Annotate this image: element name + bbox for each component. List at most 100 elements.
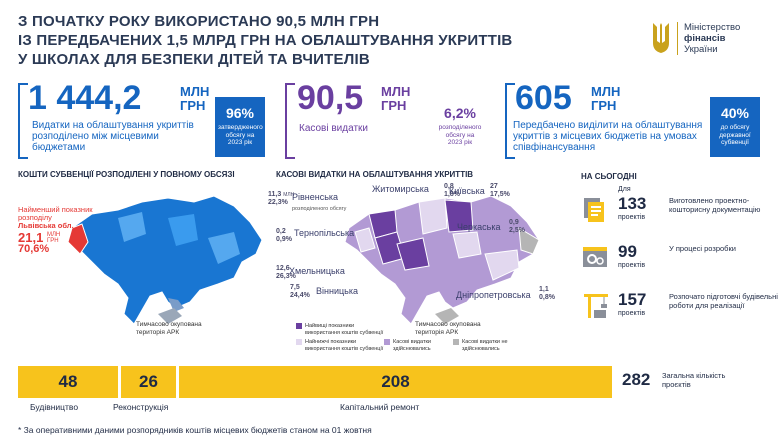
card-percent: 6,2% bbox=[444, 105, 476, 121]
card-bracket bbox=[285, 83, 295, 159]
crane-icon bbox=[584, 294, 608, 318]
status-number: 133 bbox=[618, 194, 647, 213]
map2-title: КАСОВІ ВИДАТКИ НА ОБЛАШТУВАННЯ УКРИТТІВ bbox=[276, 170, 474, 179]
vinnytsia-label: Вінницька bbox=[316, 286, 358, 296]
rivne-v1-unit: МЛН bbox=[283, 192, 295, 198]
ternopil-v1: 0,2 bbox=[276, 228, 286, 235]
khmelnytskyi-v2: 26,3% bbox=[276, 273, 296, 280]
map1-title: КОШТИ СУБВЕНЦІЇ РОЗПОДІЛЕНІ У ПОВНОМУ ОБ… bbox=[18, 170, 235, 179]
logo-line-2: фінансів bbox=[684, 32, 726, 44]
zhytomyr-values: 0,8 1,8% bbox=[444, 183, 460, 199]
dnipro-v1: 1,1 bbox=[539, 286, 549, 293]
gears-icon bbox=[583, 247, 607, 267]
legend-swatch bbox=[296, 339, 302, 345]
status-label: проектів bbox=[618, 214, 646, 221]
total-label-line-2: проєктів bbox=[662, 379, 691, 389]
card-percent-box: 40% до обсягу державної субвенції bbox=[710, 97, 760, 157]
cherkasy-v2: 2,5% bbox=[509, 227, 525, 234]
title-line-1: З ПОЧАТКУ РОКУ ВИКОРИСТАНО 90,5 МЛН ГРН bbox=[18, 13, 380, 30]
logo-text: Міністерство фінансів України bbox=[677, 21, 741, 55]
cherkasy-v1: 0,9 bbox=[509, 219, 519, 226]
dnipro-label: Дніпропетровська bbox=[456, 290, 531, 300]
status-title: НА СЬОГОДНІ bbox=[581, 172, 637, 181]
ministry-logo: Міністерство фінансів України bbox=[651, 18, 773, 58]
bar-label-capital-repair: Капітальний ремонт bbox=[340, 402, 420, 412]
footnote: * За оперативними даними розпорядників к… bbox=[18, 425, 372, 435]
bar-capital-repair: 208 bbox=[179, 366, 612, 398]
dnipro-values: 1,1 0,8% bbox=[539, 286, 555, 302]
card-allocated: 1 444,2 МЛН ГРН Видатки на облаштування … bbox=[18, 79, 273, 159]
legend-text-1: Касові видатки bbox=[393, 339, 431, 345]
ternopil-values: 0,2 0,9% bbox=[276, 228, 292, 244]
map1-value-unit: МЛН ГРН bbox=[47, 232, 61, 244]
page-title: З ПОЧАТКУ РОКУ ВИКОРИСТАНО 90,5 МЛН ГРН … bbox=[18, 12, 648, 69]
status-description: Виготовлено проектно-кошторисну документ… bbox=[669, 196, 761, 214]
logo-line-1: Міністерство bbox=[684, 21, 741, 33]
map1-region-name: Львівська обл. bbox=[18, 221, 74, 230]
status-item-construction: 157 проектів Розпочато підготовчі будіве… bbox=[580, 288, 778, 328]
vinnytsia-region bbox=[396, 237, 430, 271]
vinnytsia-v2: 24,4% bbox=[290, 292, 310, 299]
bar-label-reconstruction: Реконструкція bbox=[113, 402, 169, 412]
legend-swatch bbox=[384, 339, 390, 345]
legend-swatch bbox=[453, 339, 459, 345]
dnipro-region bbox=[484, 249, 520, 281]
map2-occupied-line-2: територія АРК bbox=[415, 328, 459, 336]
status-label: проектів bbox=[618, 262, 646, 269]
title-line-2: ІЗ ПЕРЕДБАЧЕНИХ 1,5 МЛРД ГРН НА ОБЛАШТУВ… bbox=[18, 32, 513, 49]
logo-line-3: України bbox=[684, 43, 718, 55]
map2-occupied-line-1: Тимчасово окупована bbox=[415, 321, 481, 328]
cherkasy-region bbox=[452, 231, 482, 259]
legend-text-2: використання коштів субвенції bbox=[305, 329, 384, 336]
trident-icon bbox=[653, 23, 669, 53]
card-percent: 40% bbox=[720, 105, 750, 121]
rivne-values: 11,3 МЛН 22,3% bbox=[268, 191, 294, 207]
card-unit-2: ГРН bbox=[180, 98, 206, 113]
dnipro-v2: 0,8% bbox=[539, 294, 555, 301]
card-percent-note: розподіленого обсягу на 2023 рік bbox=[438, 124, 482, 146]
card-unit-2: ГРН bbox=[381, 98, 407, 113]
khmelnytskyi-label: Хмельницька bbox=[289, 266, 345, 276]
rivne-label: Рівненська bbox=[292, 192, 339, 202]
map1-occupied-line-1: Тимчасово окупована bbox=[136, 321, 202, 328]
card-description: Видатки на облаштування укриттів розподі… bbox=[32, 120, 194, 153]
zhytomyr-region bbox=[418, 197, 448, 235]
ternopil-region bbox=[354, 227, 376, 253]
title-line-3: У ШКОЛАХ ДЛЯ БЕЗПЕКИ ДІТЕЙ ТА ВЧИТЕЛІВ bbox=[18, 51, 370, 68]
card-bracket bbox=[18, 83, 28, 159]
map1-note-1: Найменший показник bbox=[18, 205, 93, 214]
legend-item-expenses: Касові видатки здійснювались bbox=[384, 339, 431, 352]
legend-text-1: Найвищі показники bbox=[305, 323, 355, 329]
zhytomyr-v1: 0,8 bbox=[444, 183, 454, 190]
legend-text-2: здійснювались bbox=[462, 345, 500, 352]
total-projects-label: Загальна кількість проєктів bbox=[662, 371, 725, 389]
kyiv-label: Київська bbox=[449, 186, 485, 196]
status-item-development: 99 проектів У процесі розробки bbox=[580, 240, 770, 280]
card-description: Касові видатки bbox=[299, 123, 368, 134]
card-description: Передбачено виділити на облаштування укр… bbox=[513, 120, 703, 153]
map2-occupied-note: Тимчасово окупована територія АРК bbox=[415, 321, 481, 336]
status-description: Розпочато підготовчі будівельні роботи д… bbox=[669, 292, 778, 310]
kyiv-values: 27 17,5% bbox=[490, 183, 510, 199]
card-unit-1: МЛН bbox=[381, 84, 411, 99]
legend-swatch bbox=[296, 323, 302, 329]
legend-item-no-expenses: Касові видатки не здійснювались bbox=[453, 339, 508, 352]
cherkasy-values: 0,9 2,5% bbox=[509, 219, 525, 235]
status-number: 157 bbox=[618, 290, 647, 309]
status-number: 99 bbox=[618, 242, 637, 261]
map1-value: 21,1 bbox=[18, 230, 44, 245]
legend-text-1: Найнижчі показники bbox=[305, 339, 357, 345]
documents-icon bbox=[584, 198, 604, 222]
vinnytsia-v1: 7,5 bbox=[290, 284, 300, 291]
card-cofinancing: 605 МЛН ГРН Передбачено виділити на обла… bbox=[505, 79, 767, 159]
khmelnytskyi-values: 12,6 26,3% bbox=[276, 265, 296, 281]
map1-occupied-note: Тимчасово окупована територія АРК bbox=[136, 321, 202, 336]
legend-text-2: використання коштів субвенції bbox=[305, 345, 384, 352]
card-big-number: 605 bbox=[515, 79, 572, 117]
card-percent-box: 6,2% розподіленого обсягу на 2023 рік bbox=[435, 97, 485, 157]
bar-reconstruction: 26 bbox=[121, 366, 176, 398]
map-subvention-distribution bbox=[67, 195, 263, 325]
rivne-v1: 11,3 bbox=[268, 191, 282, 198]
status-label: проектів bbox=[618, 310, 646, 317]
kyiv-v1: 27 bbox=[490, 183, 498, 190]
